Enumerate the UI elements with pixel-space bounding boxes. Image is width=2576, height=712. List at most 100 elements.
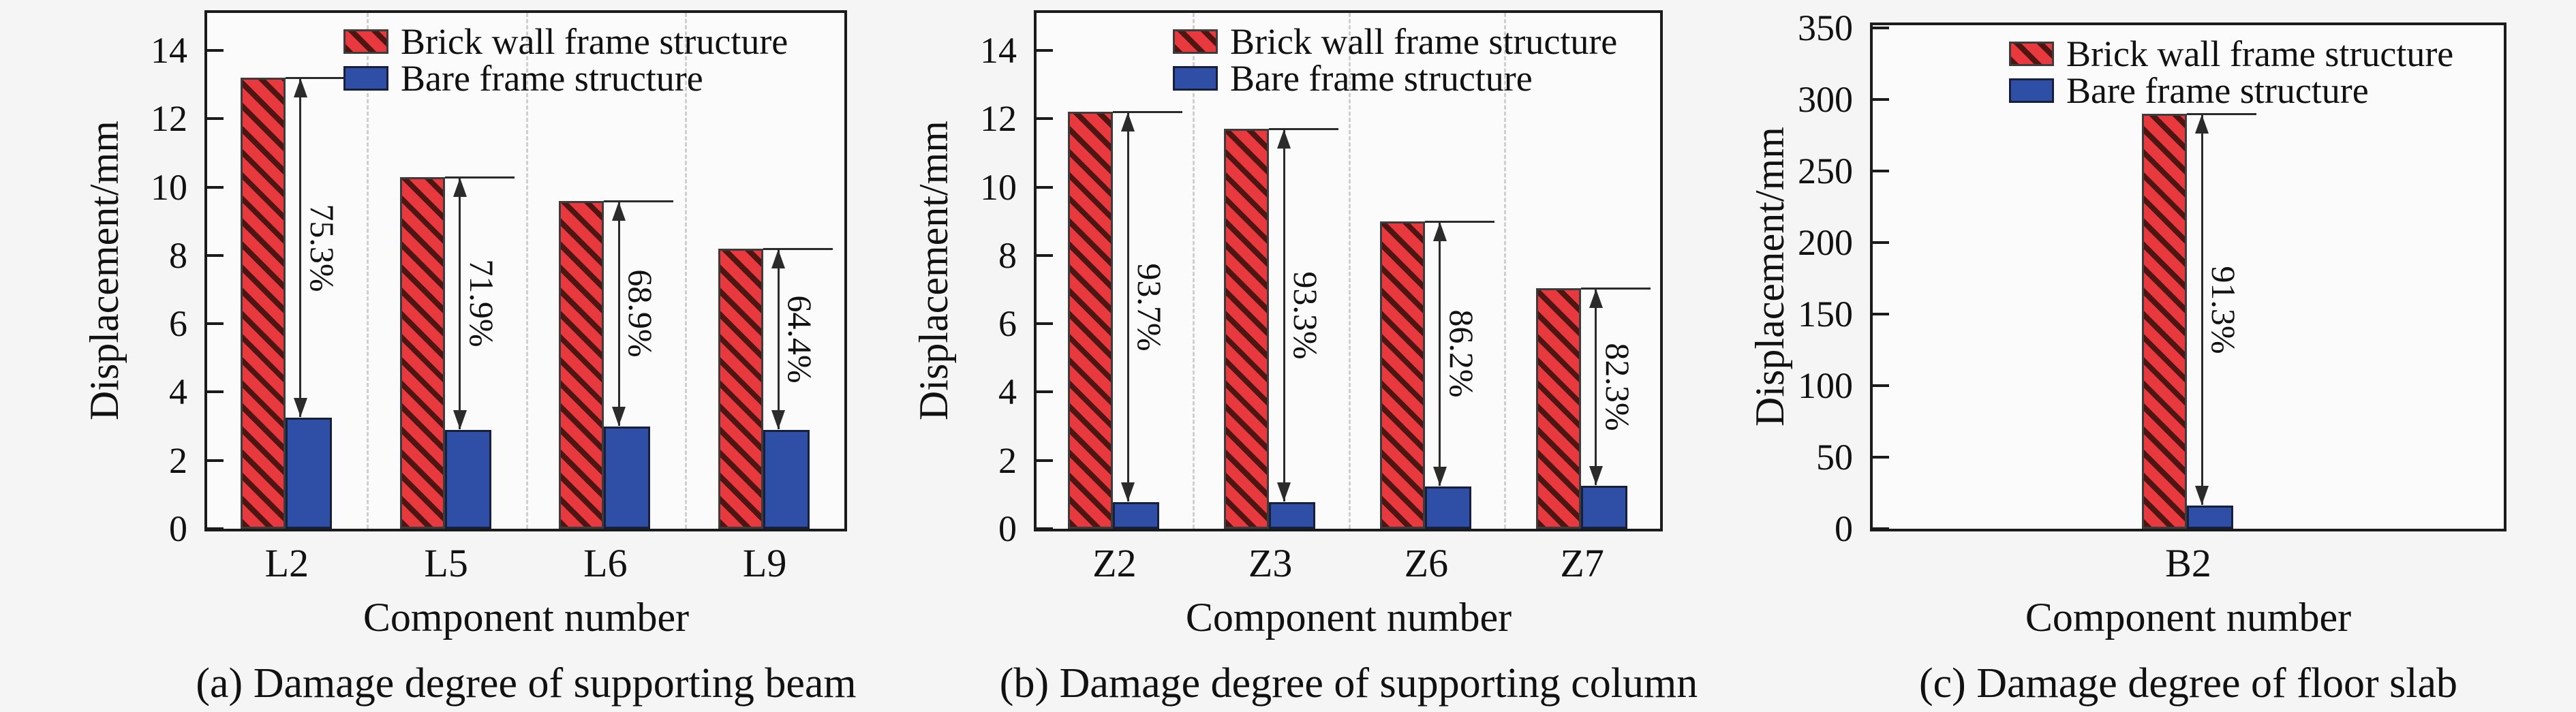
bar-brick-Z2 xyxy=(1068,112,1114,529)
brick-swatch-icon xyxy=(1173,29,1218,54)
dimension-arrow-line xyxy=(2201,114,2203,506)
damage-percentage-label: 82.3% xyxy=(1598,343,1637,431)
dimension-arrow-line xyxy=(1439,221,1441,486)
y-axis-tick xyxy=(207,322,224,326)
plot-inner-a: 75.3% 71.9% 68.9% 64.4% Brick wall frame str… xyxy=(207,13,844,530)
category-label: L2 xyxy=(264,541,309,585)
y-tick-label: 14 xyxy=(151,30,187,72)
bare-swatch-icon xyxy=(343,66,388,91)
plot-inner-b: 93.7% 93.3% 86.2% 82.3% Brick wall frame str… xyxy=(1037,13,1660,530)
reference-line xyxy=(1269,128,1339,131)
y-axis-tick xyxy=(1873,456,1889,459)
arrowhead-down-icon xyxy=(1432,466,1447,486)
caption-b: (b) Damage degree of supporting column xyxy=(999,660,1698,707)
y-tick-label: 2 xyxy=(998,439,1017,481)
arrowhead-up-icon xyxy=(1277,129,1291,149)
y-axis-tick xyxy=(1873,27,1889,30)
reference-line xyxy=(2187,113,2256,116)
bar-brick-B2 xyxy=(2142,114,2187,529)
reference-line xyxy=(285,77,355,80)
y-tick-label: 300 xyxy=(1798,79,1853,121)
y-axis-tick xyxy=(1873,241,1889,245)
legend-row-brick: Brick wall frame structure xyxy=(1173,23,1617,60)
y-tick-label: 350 xyxy=(1798,7,1853,49)
damage-percentage-label: 64.4% xyxy=(781,295,820,384)
bar-brick-Z7 xyxy=(1535,288,1581,529)
arrowhead-down-icon xyxy=(771,409,786,429)
bar-bare-Z6 xyxy=(1424,486,1471,529)
damage-percentage-label: 75.3% xyxy=(303,204,341,292)
arrowhead-up-icon xyxy=(612,201,626,221)
dimension-arrow-line xyxy=(1126,112,1129,502)
arrowhead-up-icon xyxy=(453,177,467,197)
y-tick-label: 150 xyxy=(1798,294,1853,335)
y-tick-label: 0 xyxy=(1835,508,1853,549)
y-tick-label: 12 xyxy=(151,98,187,140)
legend-label: Brick wall frame structure xyxy=(1230,21,1618,62)
y-axis-tick xyxy=(207,117,224,121)
dimension-arrow-line xyxy=(1595,288,1597,486)
bar-bare-Z7 xyxy=(1580,486,1627,529)
vertical-gridline xyxy=(1348,13,1351,529)
category-label: L6 xyxy=(583,541,628,585)
y-tick-label: 14 xyxy=(980,30,1017,72)
y-tick-label: 0 xyxy=(169,508,187,549)
y-tick-label: 4 xyxy=(169,371,187,413)
bar-brick-L5 xyxy=(399,176,445,529)
y-tick-label: 10 xyxy=(980,166,1017,208)
y-tick-label: 6 xyxy=(169,303,187,345)
vertical-gridline xyxy=(685,13,688,529)
legend-label: Bare frame structure xyxy=(2066,70,2369,111)
arrowhead-down-icon xyxy=(2195,486,2209,506)
y-axis-tick xyxy=(1037,322,1053,326)
arrowhead-down-icon xyxy=(1277,482,1291,501)
bar-bare-L9 xyxy=(763,429,810,529)
damage-percentage-label: 93.3% xyxy=(1287,271,1325,360)
bar-bare-B2 xyxy=(2187,506,2233,529)
vertical-gridline xyxy=(366,13,369,529)
y-tick-label: 100 xyxy=(1798,365,1853,407)
y-tick-label: 200 xyxy=(1798,222,1853,264)
vertical-gridline xyxy=(525,13,528,529)
dimension-arrow-line xyxy=(459,177,461,429)
y-tick-label: 8 xyxy=(998,234,1017,276)
bare-swatch-icon xyxy=(2009,78,2054,103)
bar-bare-L6 xyxy=(604,426,651,529)
arrowhead-up-icon xyxy=(293,78,307,98)
category-label: Z6 xyxy=(1404,541,1449,585)
y-axis-tick xyxy=(1873,170,1889,173)
y-tick-label: 4 xyxy=(998,371,1017,413)
y-axis-tick xyxy=(1037,527,1053,530)
y-axis-tick xyxy=(207,390,224,394)
legend: Brick wall frame structure Bare frame str… xyxy=(1173,23,1617,97)
arrowhead-down-icon xyxy=(612,406,626,426)
panel-a: 75.3% 71.9% 68.9% 64.4% Brick wall frame str… xyxy=(0,0,859,712)
arrowhead-down-icon xyxy=(293,398,307,418)
arrowhead-up-icon xyxy=(1121,112,1135,132)
plot-inner-c: 91.3% Brick wall frame structure Bare fram… xyxy=(1873,25,2504,530)
legend-label: Brick wall frame structure xyxy=(2066,33,2454,74)
reference-line xyxy=(1424,220,1494,223)
reference-line xyxy=(1580,287,1651,290)
y-tick-label: 6 xyxy=(998,303,1017,345)
x-axis-label-a: Component number xyxy=(363,595,690,640)
legend-row-bare: Bare frame structure xyxy=(343,60,788,97)
y-axis-tick xyxy=(1037,185,1053,189)
y-axis-tick xyxy=(1037,390,1053,394)
bar-brick-Z3 xyxy=(1224,129,1270,529)
legend-row-brick: Brick wall frame structure xyxy=(2009,35,2453,72)
bar-brick-L9 xyxy=(718,248,764,529)
legend: Brick wall frame structure Bare frame str… xyxy=(343,23,788,97)
caption-c: (c) Damage degree of floor slab xyxy=(1918,660,2458,707)
category-label: L5 xyxy=(424,541,468,585)
bar-bare-Z3 xyxy=(1269,501,1316,529)
y-axis-tick xyxy=(1037,253,1053,257)
brick-swatch-icon xyxy=(343,29,388,54)
panel-b: 93.7% 93.3% 86.2% 82.3% Brick wall frame str… xyxy=(859,0,1717,712)
dimension-arrow-line xyxy=(1283,129,1285,501)
y-tick-label: 12 xyxy=(980,98,1017,140)
y-axis-tick xyxy=(1873,98,1889,102)
x-axis-label-b: Component number xyxy=(1185,595,1512,640)
brick-swatch-icon xyxy=(2009,42,2054,66)
